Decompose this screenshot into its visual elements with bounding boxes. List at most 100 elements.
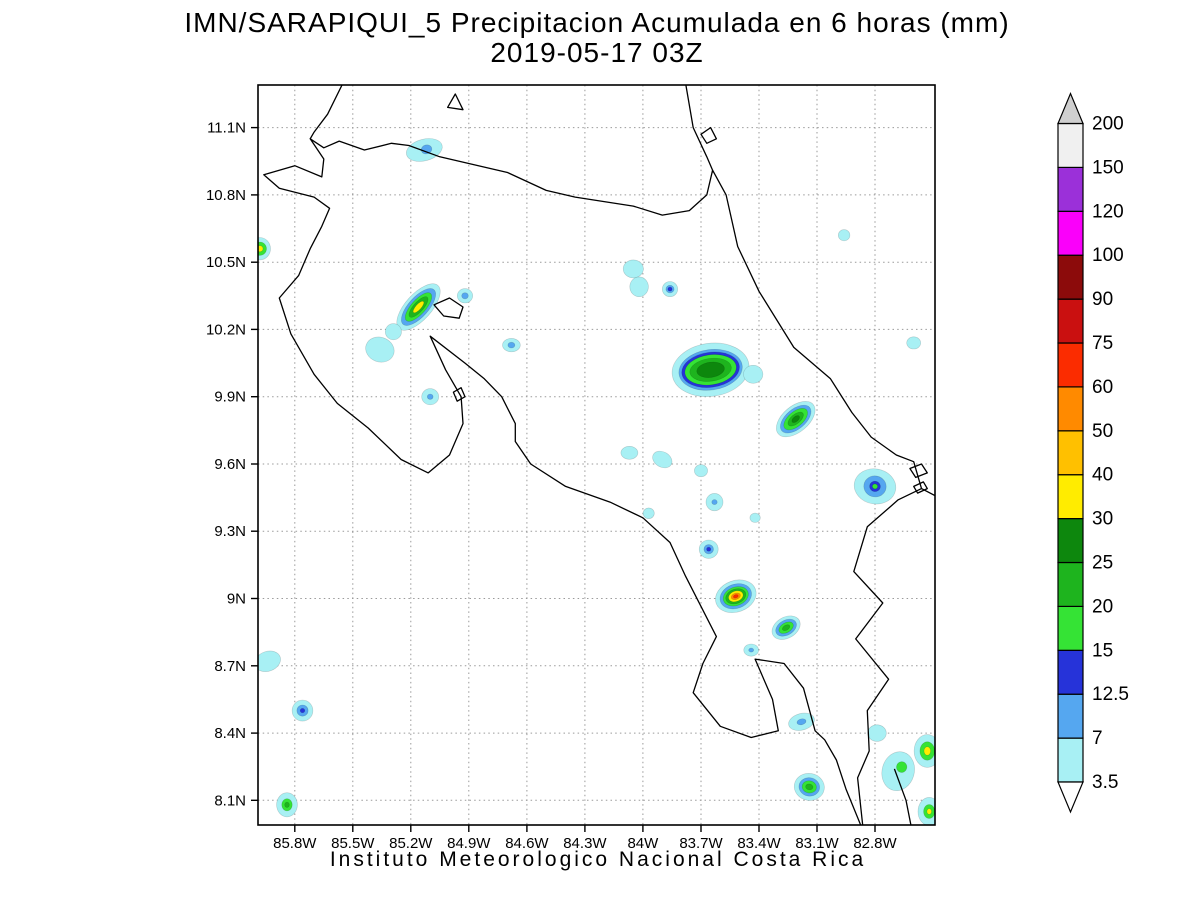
x-axis-label: 83.1W: [795, 835, 839, 852]
precip-cell: [457, 288, 473, 304]
precip-contour-20: [782, 624, 791, 631]
colorbar-label: 120: [1092, 201, 1124, 222]
colorbar-segment: [1057, 474, 1084, 520]
precip-cell: [917, 797, 935, 825]
colorbar-label: 75: [1092, 333, 1113, 354]
colorbar-segment: [1057, 737, 1084, 783]
colorbar-label: 60: [1092, 377, 1113, 398]
colorbar: 3.5 7 12.5 15 20 25 30 40 50 60 75 90 100 120 150 200: [1057, 91, 1129, 814]
map-title-line2: 2019-05-17 03Z: [490, 37, 703, 68]
colorbar-segment: [1057, 605, 1084, 651]
colorbar-segment: [1057, 430, 1084, 476]
precip-contour-7: [426, 393, 434, 400]
colorbar-arrow-top: [1057, 91, 1084, 125]
precip-cell: [715, 579, 757, 613]
panama-pacific-coast: [893, 768, 912, 825]
precip-cell: [642, 507, 655, 519]
precip-contour-3.5: [749, 512, 761, 523]
colorbar-label: 50: [1092, 421, 1113, 442]
precip-cell: [881, 751, 915, 791]
precip-contour-30: [412, 300, 425, 314]
colorbar-label: 20: [1092, 596, 1113, 617]
costa-rica-outline: [263, 138, 923, 825]
x-axis-label: 84.3W: [563, 835, 607, 852]
precip-contour-15: [872, 483, 878, 490]
colorbar-segment: [1057, 649, 1084, 695]
axes: 85.8W 85.5W 85.2W 84.9W 84.6W 84.3W 84W 83.7W 83…: [206, 120, 898, 852]
precip-cell: [698, 539, 719, 559]
precip-cell: [867, 724, 887, 742]
precip-contour-3.5: [642, 507, 655, 519]
precip-cell: [406, 138, 443, 162]
y-axis-label: 10.8N: [206, 187, 246, 204]
precip-cell: [258, 237, 271, 261]
precip-cell: [671, 342, 750, 397]
x-axis-label: 83.7W: [679, 835, 723, 852]
precip-contour-3.5: [652, 450, 673, 469]
nicaragua-caribbean-coast: [685, 85, 714, 171]
precip-cell: [705, 493, 724, 512]
map-title-line1: IMN/SARAPIQUI_5 Precipitacion Acumulada …: [184, 7, 1009, 38]
precip-cell: [749, 512, 761, 523]
colorbar-segment: [1057, 210, 1084, 256]
y-axis-label: 9.3N: [214, 523, 246, 540]
precip-cell: [837, 229, 851, 242]
precip-cell: [622, 259, 644, 279]
x-axis-label: 83.4W: [737, 835, 781, 852]
y-axis-label: 10.5N: [206, 254, 246, 271]
map-footer: Instituto Meteorologico Nacional Costa R…: [330, 848, 866, 871]
y-axis-label: 11.1N: [207, 120, 246, 137]
map-frame: [257, 84, 936, 826]
precip-cell: [771, 615, 801, 640]
colorbar-label: 40: [1092, 465, 1113, 486]
precip-cell: [502, 338, 521, 353]
precip-cell: [258, 650, 281, 672]
x-axis-label: 85.8W: [273, 835, 317, 852]
colorbar-arrow-bottom: [1057, 781, 1084, 814]
precip-contour-7: [507, 341, 516, 349]
colorbar-label: 7: [1092, 728, 1103, 749]
precip-contour-12.5: [706, 546, 712, 552]
precip-contour-3.5: [694, 464, 708, 478]
colorbar-segment: [1057, 166, 1084, 212]
lake-arenal: [433, 297, 464, 319]
panama-caribbean-coast: [921, 488, 935, 497]
precip-contour-7: [796, 718, 807, 726]
precip-contour-12.5: [667, 286, 673, 292]
x-axis-label: 85.2W: [389, 835, 433, 852]
coastlines: [263, 85, 935, 825]
x-axis-label: 84.9W: [447, 835, 491, 852]
precip-cell: [788, 712, 815, 731]
y-axis-label: 9.6N: [214, 456, 246, 473]
colorbar-label: 200: [1092, 114, 1124, 135]
precip-contour-3.5: [881, 751, 915, 791]
y-axis-label: 8.7N: [214, 658, 246, 675]
precip-cell: [743, 643, 759, 657]
precip-contour-7: [461, 292, 469, 300]
precip-contour-30: [926, 808, 932, 815]
y-axis-label: 9.9N: [214, 389, 246, 406]
precip-contour-25: [696, 361, 725, 378]
precip-contour-30: [258, 245, 264, 253]
precip-contour-7: [420, 144, 433, 155]
precip-contour-3.5: [365, 336, 395, 363]
precip-cell: [365, 336, 395, 363]
colorbar-segment: [1057, 693, 1084, 739]
precip-cell: [396, 283, 441, 331]
precip-cell: [913, 734, 935, 768]
colorbar-segment: [1057, 517, 1084, 564]
colorbar-segment: [1057, 254, 1084, 300]
precip-cell: [776, 401, 816, 438]
precip-contour-20: [284, 801, 290, 808]
precip-cell: [620, 445, 639, 460]
precip-contour-25: [791, 415, 800, 423]
precip-cell: [276, 792, 298, 818]
precip-contour-12.5: [299, 708, 306, 714]
bocas-island-1: [909, 463, 928, 479]
nicaragua-pacific-coast: [309, 85, 343, 140]
precip-cell: [629, 276, 649, 298]
colorbar-segment: [1057, 561, 1084, 608]
precip-contour-3.5: [837, 229, 851, 242]
precip-contour-3.5: [384, 323, 402, 341]
